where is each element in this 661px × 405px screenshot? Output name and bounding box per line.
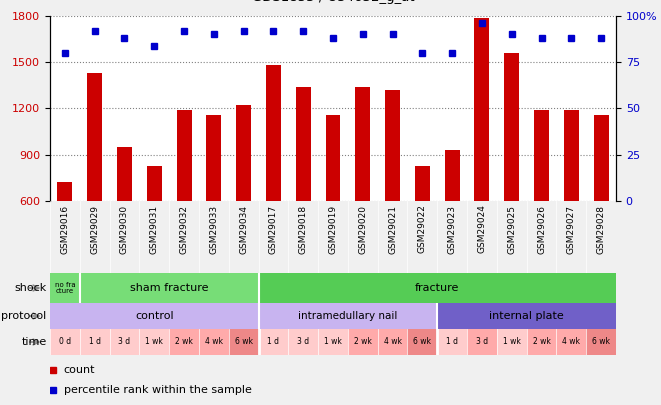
Text: GSM29023: GSM29023 bbox=[447, 205, 457, 254]
Bar bbox=[110, 329, 139, 355]
Text: 2 wk: 2 wk bbox=[175, 337, 193, 347]
Text: protocol: protocol bbox=[1, 311, 47, 321]
Text: GSM29032: GSM29032 bbox=[180, 205, 188, 254]
Text: GSM29030: GSM29030 bbox=[120, 205, 129, 254]
Text: GSM29031: GSM29031 bbox=[150, 205, 159, 254]
Text: GSM29034: GSM29034 bbox=[239, 205, 248, 254]
Bar bbox=[266, 65, 281, 201]
Bar bbox=[594, 115, 609, 201]
Bar bbox=[295, 87, 311, 201]
Bar bbox=[534, 110, 549, 201]
Text: 0 d: 0 d bbox=[59, 337, 71, 347]
Text: GSM29028: GSM29028 bbox=[597, 205, 605, 254]
Text: GSM29017: GSM29017 bbox=[269, 205, 278, 254]
Bar bbox=[229, 329, 258, 355]
Bar bbox=[169, 329, 199, 355]
Text: GDS1853 / U54632_g_at: GDS1853 / U54632_g_at bbox=[252, 0, 414, 4]
Bar bbox=[117, 147, 132, 201]
Bar bbox=[377, 329, 407, 355]
Text: percentile rank within the sample: percentile rank within the sample bbox=[63, 385, 251, 395]
Text: GSM29019: GSM29019 bbox=[329, 205, 338, 254]
Text: 2 wk: 2 wk bbox=[354, 337, 371, 347]
Text: count: count bbox=[63, 365, 95, 375]
Bar bbox=[557, 329, 586, 355]
Text: GSM29022: GSM29022 bbox=[418, 205, 427, 254]
Text: 3 d: 3 d bbox=[476, 337, 488, 347]
Text: GSM29018: GSM29018 bbox=[299, 205, 308, 254]
Text: fracture: fracture bbox=[415, 283, 459, 293]
Text: GSM29021: GSM29021 bbox=[388, 205, 397, 254]
Text: no fra
cture: no fra cture bbox=[55, 282, 75, 294]
Text: 4 wk: 4 wk bbox=[383, 337, 402, 347]
Text: sham fracture: sham fracture bbox=[130, 283, 208, 293]
Bar bbox=[87, 73, 102, 201]
Text: internal plate: internal plate bbox=[489, 311, 564, 321]
Text: 1 d: 1 d bbox=[89, 337, 100, 347]
Text: 1 wk: 1 wk bbox=[324, 337, 342, 347]
Text: 1 d: 1 d bbox=[446, 337, 458, 347]
Text: 4 wk: 4 wk bbox=[205, 337, 223, 347]
Bar bbox=[564, 110, 579, 201]
Text: 3 d: 3 d bbox=[297, 337, 309, 347]
Text: time: time bbox=[21, 337, 47, 347]
Bar bbox=[407, 329, 438, 355]
Text: 6 wk: 6 wk bbox=[413, 337, 432, 347]
Bar bbox=[445, 150, 459, 201]
Bar bbox=[438, 329, 467, 355]
Bar bbox=[258, 329, 288, 355]
Bar bbox=[348, 329, 377, 355]
Bar bbox=[475, 17, 489, 201]
Bar bbox=[438, 303, 616, 329]
Text: 6 wk: 6 wk bbox=[592, 337, 610, 347]
Text: control: control bbox=[135, 311, 174, 321]
Text: 4 wk: 4 wk bbox=[563, 337, 580, 347]
Text: shock: shock bbox=[15, 283, 47, 293]
Bar bbox=[415, 166, 430, 201]
Bar bbox=[236, 105, 251, 201]
Bar bbox=[50, 329, 80, 355]
Text: GSM29029: GSM29029 bbox=[90, 205, 99, 254]
Bar bbox=[80, 329, 110, 355]
Bar bbox=[258, 273, 616, 303]
Text: 2 wk: 2 wk bbox=[533, 337, 551, 347]
Text: 1 wk: 1 wk bbox=[503, 337, 521, 347]
Bar bbox=[50, 273, 80, 303]
Text: GSM29025: GSM29025 bbox=[507, 205, 516, 254]
Text: 1 d: 1 d bbox=[268, 337, 280, 347]
Bar bbox=[504, 53, 519, 201]
Bar bbox=[527, 329, 557, 355]
Bar bbox=[586, 329, 616, 355]
Bar bbox=[497, 329, 527, 355]
Text: GSM29020: GSM29020 bbox=[358, 205, 368, 254]
Text: GSM29024: GSM29024 bbox=[477, 205, 486, 254]
Bar bbox=[288, 329, 318, 355]
Bar bbox=[199, 329, 229, 355]
Bar bbox=[139, 329, 169, 355]
Bar bbox=[385, 90, 400, 201]
Bar bbox=[318, 329, 348, 355]
Bar bbox=[258, 303, 438, 329]
Bar bbox=[176, 110, 192, 201]
Text: 6 wk: 6 wk bbox=[235, 337, 253, 347]
Text: GSM29026: GSM29026 bbox=[537, 205, 546, 254]
Text: intramedullary nail: intramedullary nail bbox=[298, 311, 397, 321]
Bar bbox=[80, 273, 258, 303]
Bar bbox=[467, 329, 497, 355]
Text: GSM29016: GSM29016 bbox=[60, 205, 69, 254]
Bar bbox=[356, 87, 370, 201]
Text: GSM29027: GSM29027 bbox=[567, 205, 576, 254]
Bar bbox=[326, 115, 340, 201]
Text: GSM29033: GSM29033 bbox=[210, 205, 218, 254]
Text: 3 d: 3 d bbox=[118, 337, 130, 347]
Bar bbox=[58, 183, 72, 201]
Text: 1 wk: 1 wk bbox=[145, 337, 163, 347]
Bar bbox=[147, 166, 162, 201]
Bar bbox=[206, 115, 221, 201]
Bar bbox=[50, 303, 258, 329]
